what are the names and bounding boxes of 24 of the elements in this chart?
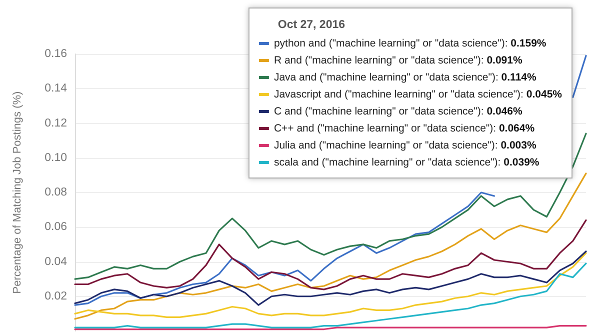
legend-label: python and ("machine learning" or "data science"): 0.159% (274, 38, 547, 50)
y-tick-label: 0.02 (44, 290, 67, 302)
y-axis-title: Percentage of Matching Job Postings (%) (12, 91, 24, 294)
legend-label: C and ("machine learning" or "data science"): 0.046% (274, 106, 523, 118)
line-series (74, 262, 587, 328)
legend-title: Oct 27, 2016 (278, 19, 346, 31)
line-series (74, 219, 587, 290)
line-series (74, 132, 587, 280)
legend-label: Julia and ("machine learning" or "data science"): 0.003% (274, 140, 537, 152)
y-tick-label: 0.16 (44, 48, 67, 60)
line-series (74, 252, 587, 318)
y-tick-label: 0.14 (44, 82, 68, 95)
legend-label: R and ("machine learning" or "data science"): 0.091% (274, 54, 523, 66)
legend-label: Javascript and ("machine learning" or "data science"): 0.045% (274, 88, 563, 100)
y-tick-label: 0.06 (44, 221, 67, 234)
legend-label: Java and ("machine learning" or "data science"): 0.114% (274, 72, 537, 84)
y-tick-label: 0.04 (44, 256, 68, 268)
y-tick-label: 0.08 (44, 186, 67, 198)
y-tick-label: 0.10 (44, 152, 67, 164)
legend-label: scala and ("machine learning" or "data science"): 0.039% (274, 156, 540, 168)
legend-label: C++ and ("machine learning" or "data science"): 0.064% (274, 122, 536, 134)
line-series (74, 172, 587, 320)
y-tick-label: 0.12 (44, 117, 67, 130)
line-series (74, 250, 587, 306)
